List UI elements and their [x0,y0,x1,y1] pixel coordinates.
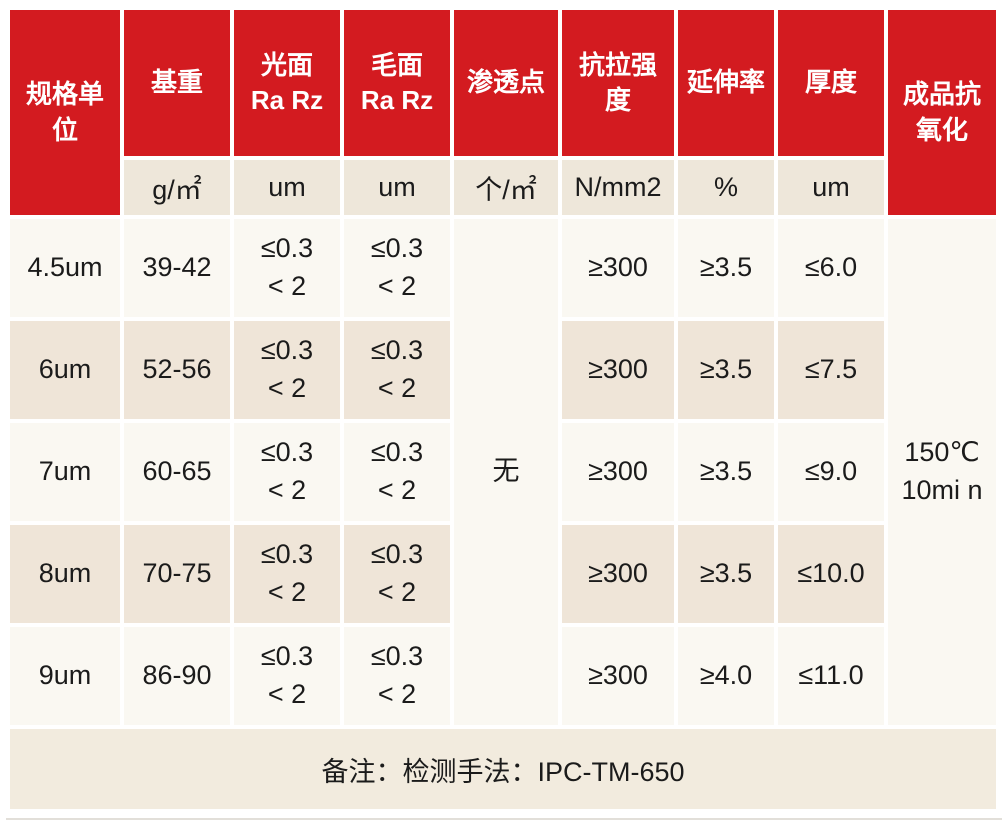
cell-tensile: ≥300 [562,423,674,521]
cell-elongation: ≥3.5 [678,423,774,521]
cell-spec: 9um [10,627,120,725]
unit-cell-elongation: % [678,160,774,215]
merged-cell-oxidation: 150℃ 10mi n [888,219,996,725]
cell-thickness: ≤11.0 [778,627,884,725]
cell-matte: ≤0.3 < 2 [344,219,450,317]
cell-smooth: ≤0.3 < 2 [234,219,340,317]
header-cell-smooth: 光面 Ra Rz [234,10,340,156]
cell-spec: 8um [10,525,120,623]
cell-weight: 60-65 [124,423,230,521]
header-cell-matte: 毛面 Ra Rz [344,10,450,156]
unit-cell-tensile: N/mm2 [562,160,674,215]
cell-tensile: ≥300 [562,321,674,419]
cell-thickness: ≤9.0 [778,423,884,521]
cell-smooth: ≤0.3 < 2 [234,525,340,623]
cell-matte: ≤0.3 < 2 [344,627,450,725]
table-row-4-5um: 4.5um 39-42 ≤0.3 < 2 ≤0.3 < 2 无 ≥300 ≥3.… [10,219,996,725]
table-row-9um: 9um 86-90 ≤0.3 < 2 ≤0.3 < 2 ≥300 ≥4.0 ≤1… [10,627,996,725]
cell-elongation: ≥4.0 [678,627,774,725]
spec-table: 规格单位 基重 光面 Ra Rz 毛面 Ra Rz 渗透点 抗拉强度 延伸率 厚… [6,6,1000,813]
cell-tensile: ≥300 [562,627,674,725]
header-row: 规格单位 基重 光面 Ra Rz 毛面 Ra Rz 渗透点 抗拉强度 延伸率 厚… [10,10,996,215]
header-cell-elongation: 延伸率 [678,10,774,156]
cell-matte: ≤0.3 < 2 [344,525,450,623]
cell-spec: 4.5um [10,219,120,317]
header-cell-oxidation: 成品抗氧化 [888,10,996,215]
cell-elongation: ≥3.5 [678,219,774,317]
header-cell-weight: 基重 [124,10,230,156]
cell-elongation: ≥3.5 [678,321,774,419]
cell-smooth: ≤0.3 < 2 [234,423,340,521]
header-cell-tensile: 抗拉强度 [562,10,674,156]
cell-weight: 39-42 [124,219,230,317]
cell-smooth: ≤0.3 < 2 [234,321,340,419]
unit-cell-matte: um [344,160,450,215]
units-row: g/㎡ um um 个/㎡ N/mm2 % um [10,160,996,215]
unit-cell-smooth: um [234,160,340,215]
cell-weight: 86-90 [124,627,230,725]
header-cell-penetration: 渗透点 [454,10,558,156]
cell-spec: 7um [10,423,120,521]
cell-weight: 70-75 [124,525,230,623]
header-cell-spec: 规格单位 [10,10,120,215]
unit-cell-thickness: um [778,160,884,215]
unit-cell-weight: g/㎡ [124,160,230,215]
footer-note: 备注：检测手法：IPC-TM-650 [10,729,996,809]
table-row-8um: 8um 70-75 ≤0.3 < 2 ≤0.3 < 2 ≥300 ≥3.5 ≤1… [10,525,996,623]
header-cell-thickness: 厚度 [778,10,884,156]
cell-thickness: ≤7.5 [778,321,884,419]
cell-elongation: ≥3.5 [678,525,774,623]
cell-matte: ≤0.3 < 2 [344,321,450,419]
table-row-6um: 6um 52-56 ≤0.3 < 2 ≤0.3 < 2 ≥300 ≥3.5 ≤7… [10,321,996,419]
cell-tensile: ≥300 [562,525,674,623]
cell-thickness: ≤10.0 [778,525,884,623]
cell-spec: 6um [10,321,120,419]
cell-matte: ≤0.3 < 2 [344,423,450,521]
unit-cell-penetration: 个/㎡ [454,160,558,215]
footer-row: 备注：检测手法：IPC-TM-650 [10,729,996,809]
cell-weight: 52-56 [124,321,230,419]
cell-smooth: ≤0.3 < 2 [234,627,340,725]
bottom-divider [6,818,1002,820]
merged-cell-penetration: 无 [454,219,558,725]
cell-thickness: ≤6.0 [778,219,884,317]
cell-tensile: ≥300 [562,219,674,317]
table-row-7um: 7um 60-65 ≤0.3 < 2 ≤0.3 < 2 ≥300 ≥3.5 ≤9… [10,423,996,521]
